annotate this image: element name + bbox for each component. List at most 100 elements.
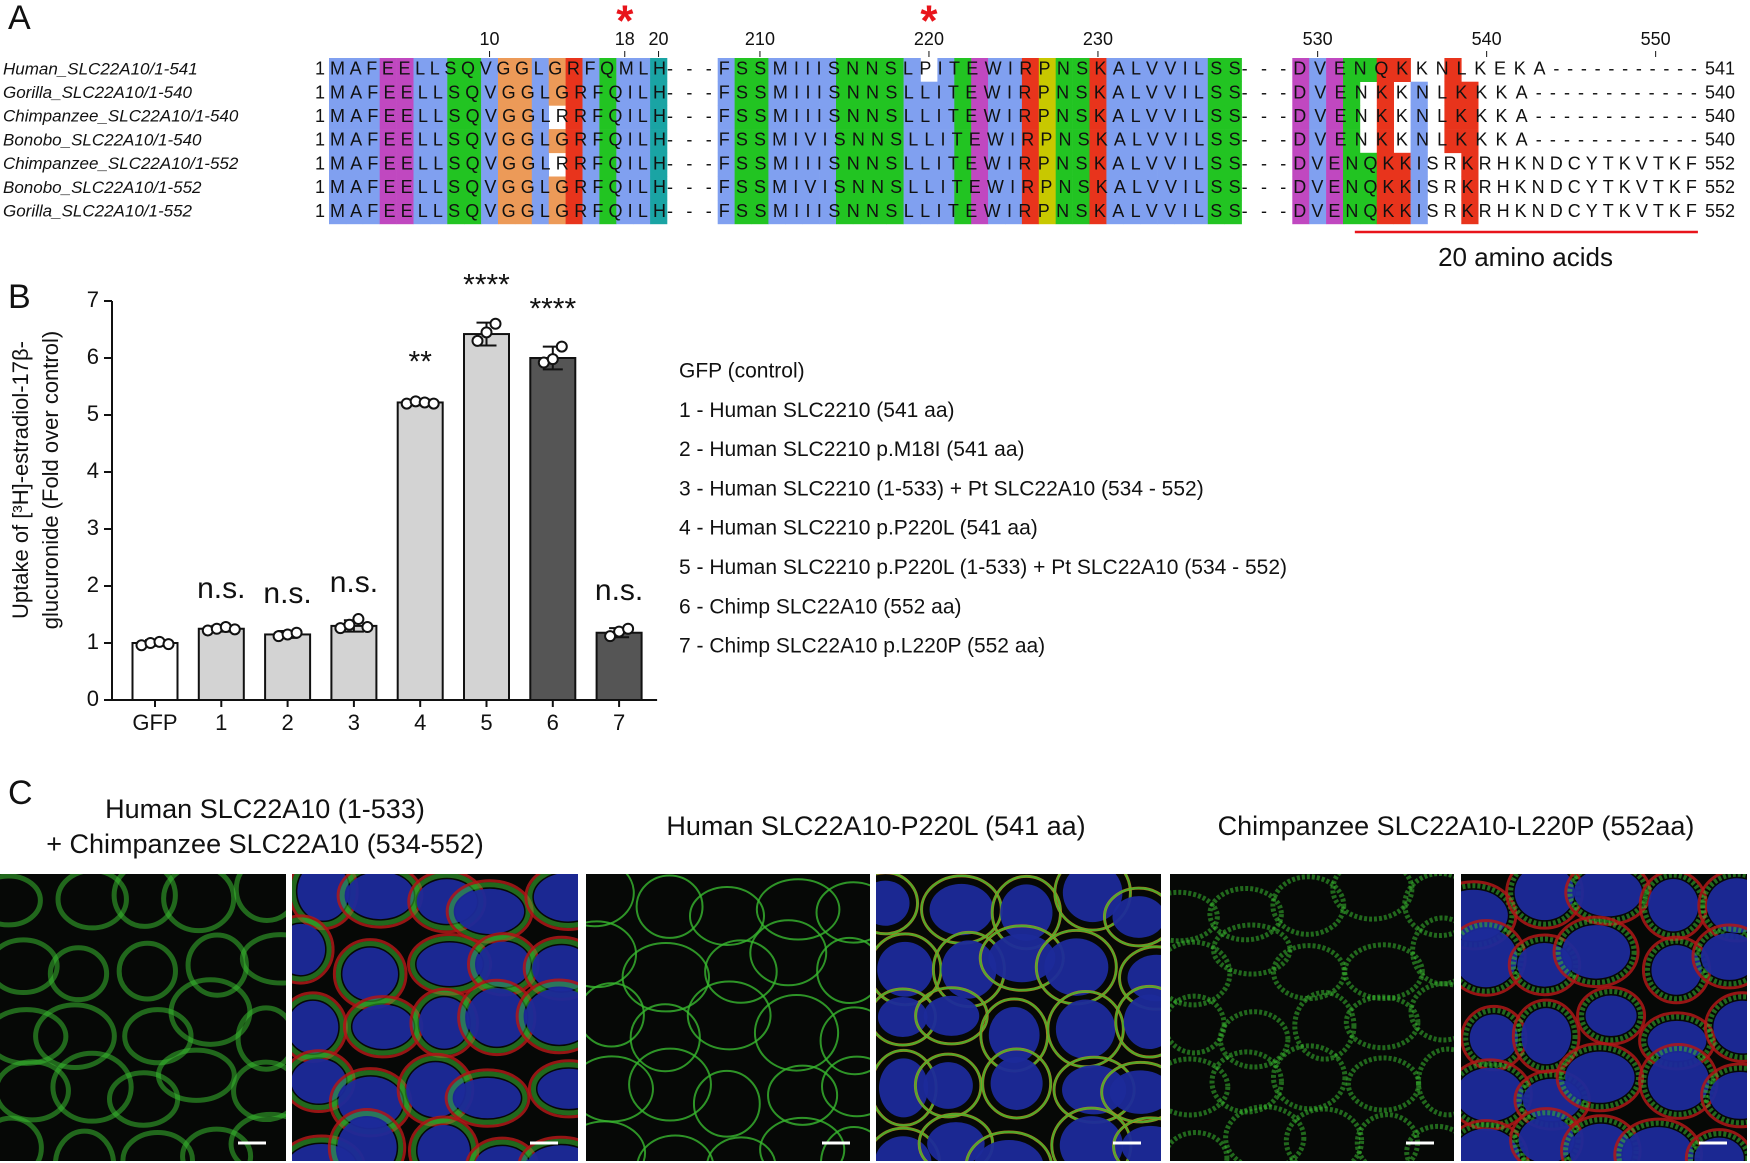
- bar: [396, 401, 444, 701]
- residue-cell: [362, 152, 380, 177]
- residue-cell: [599, 152, 617, 177]
- sequence-name: Bonobo_SLC22A10/1-540: [3, 130, 202, 149]
- residue-cell: [447, 58, 465, 82]
- nucleus: [988, 933, 1056, 983]
- residue-cell: [413, 200, 431, 225]
- cell-signal: [1207, 885, 1284, 943]
- residue-cell: [734, 81, 752, 106]
- residue-cell: [531, 129, 549, 154]
- residue-cell: [903, 105, 921, 130]
- residue-cell: [481, 129, 499, 154]
- residue-cell: [345, 105, 364, 130]
- gap: ---: [1242, 201, 1287, 221]
- nucleus: [1573, 874, 1643, 917]
- data-point: [228, 623, 241, 636]
- cell-signal: [876, 874, 919, 935]
- residue-cell: [988, 81, 1006, 106]
- end-position: 540: [1705, 82, 1735, 102]
- residue-cell: [869, 58, 887, 82]
- nucleus: [923, 995, 980, 1036]
- cell-outline: [1700, 1062, 1747, 1129]
- cell-signal: [530, 1062, 578, 1116]
- y-axis-label: Uptake of [³H]-estradiol-17β-: [8, 341, 33, 619]
- nucleus: [877, 941, 933, 997]
- cell-signal: [1223, 1104, 1307, 1161]
- data-point: [162, 638, 175, 651]
- nucleus: [525, 988, 578, 1045]
- cell-signal: [155, 1047, 237, 1103]
- residue-cell: [1055, 58, 1073, 82]
- residue-cell: [768, 152, 786, 177]
- residue-cell: [1190, 152, 1209, 177]
- residue-cell: [531, 105, 549, 130]
- residue-cell: [1326, 152, 1344, 177]
- residue-cell: [954, 200, 972, 225]
- residue-cell: [1072, 152, 1090, 177]
- legend-item: 1 - Human SLC2210 (541 aa): [679, 399, 955, 422]
- residue-cell: [1174, 129, 1192, 154]
- start-position: 1: [315, 153, 325, 173]
- residue-cell: [1224, 176, 1242, 201]
- residue-cell: [903, 200, 921, 225]
- cell-signal: [521, 1138, 578, 1161]
- nucleus: [1565, 1051, 1635, 1103]
- residue-cell: [1021, 152, 1040, 177]
- gap: ---: [667, 130, 712, 150]
- micrograph: [1170, 874, 1454, 1161]
- residue-string: DVENKKNLKKKA------------: [1293, 130, 1697, 150]
- residue-cell: [396, 105, 414, 130]
- cell-signal: [0, 1115, 44, 1161]
- residue-cell: [379, 81, 397, 106]
- cell-signal: [161, 874, 237, 934]
- nucleus: [876, 1136, 932, 1161]
- residue-cell: [1140, 176, 1158, 201]
- residue-cell: [1224, 152, 1242, 177]
- data-point: [604, 630, 617, 643]
- residue-cell: [1207, 58, 1225, 82]
- significance-label: n.s.: [595, 574, 643, 607]
- cell-signal: [635, 874, 704, 939]
- residue-cell: [582, 81, 600, 106]
- residue-cell: [464, 81, 482, 106]
- cell-outline: [1684, 1128, 1747, 1161]
- residue-cell: [1174, 81, 1192, 106]
- residue-cell: [1038, 176, 1056, 201]
- cell-signal: [1271, 943, 1347, 1002]
- gap: ---: [1242, 130, 1287, 150]
- cell-signal: [1170, 1056, 1231, 1118]
- residue-cell: [1072, 105, 1090, 130]
- cell-signal: [111, 874, 178, 929]
- residue-cell: [971, 200, 989, 225]
- residue-cell: [1309, 105, 1327, 130]
- residue-cell: [413, 129, 431, 154]
- cell-signal: [1408, 981, 1454, 1043]
- residue-cell: [1038, 81, 1056, 106]
- start-position: 1: [315, 177, 325, 197]
- residue-cell: [869, 129, 887, 154]
- residue-cell: [1326, 176, 1344, 201]
- residue-cell: [430, 176, 448, 201]
- start-position: 1: [315, 82, 325, 102]
- residue-cell: [1359, 152, 1378, 177]
- residue-cell: [903, 152, 921, 177]
- cell-signal: [753, 993, 840, 1072]
- cell-signal: [180, 1126, 254, 1161]
- residue-cell: [379, 129, 397, 154]
- residue-cell: [988, 105, 1006, 130]
- residue-cell: [954, 129, 972, 154]
- residue-cell: [430, 129, 448, 154]
- residue-cell: [1055, 105, 1073, 130]
- residue-cell: [1207, 152, 1225, 177]
- residue-cell: [514, 105, 533, 130]
- residue-cell: [920, 105, 938, 130]
- residue-cell: [785, 81, 803, 106]
- cell-signal: [876, 1127, 941, 1161]
- cell-signal: [815, 881, 870, 944]
- residue-cell: [903, 129, 921, 154]
- residue-cell: [1089, 176, 1107, 201]
- residue-cell: [819, 152, 837, 177]
- residue-cell: [819, 129, 837, 154]
- residue-cell: [869, 152, 887, 177]
- residue-cell: [1326, 200, 1344, 225]
- residue-cell: [1021, 58, 1040, 82]
